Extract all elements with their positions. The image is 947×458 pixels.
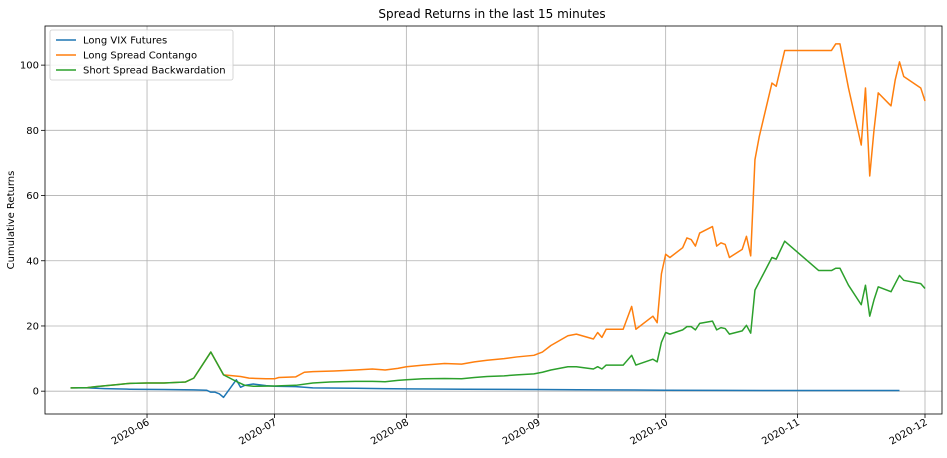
- legend-entry: Long VIX Futures: [83, 36, 167, 47]
- x-tick-label: 2020-07: [237, 417, 279, 447]
- series-lines: [70, 43, 926, 399]
- y-tick-label: 40: [26, 256, 39, 267]
- y-tick-label: 0: [33, 387, 39, 398]
- x-tick-label: 2020-10: [628, 417, 670, 447]
- chart-title: Spread Returns in the last 15 minutes: [378, 7, 605, 21]
- x-tick-label: 2020-11: [760, 417, 802, 447]
- y-axis-label: Cumulative Returns: [6, 171, 17, 270]
- x-tick-label: 2020-06: [110, 417, 152, 447]
- legend-entry: Short Spread Backwardation: [83, 66, 226, 77]
- y-tick-label: 20: [26, 321, 39, 332]
- plot-frame: [44, 25, 943, 415]
- series-line-1: [70, 379, 900, 399]
- x-tick-label: 2020-09: [501, 417, 543, 447]
- x-tick-label: 2020-08: [369, 417, 411, 447]
- legend: Long VIX Futures Long Spread Contango Shor…: [49, 29, 234, 81]
- legend-entry: Long Spread Contango: [83, 51, 197, 62]
- y-tick-label: 80: [26, 126, 39, 137]
- legend-box: [49, 29, 234, 81]
- y-tick-label: 60: [26, 191, 39, 202]
- grid: [45, 26, 942, 414]
- series-line-3: [70, 240, 926, 389]
- y-tick-label: 100: [20, 61, 39, 72]
- series-line-2: [70, 43, 926, 389]
- x-tick-label: 2020-12: [888, 417, 930, 447]
